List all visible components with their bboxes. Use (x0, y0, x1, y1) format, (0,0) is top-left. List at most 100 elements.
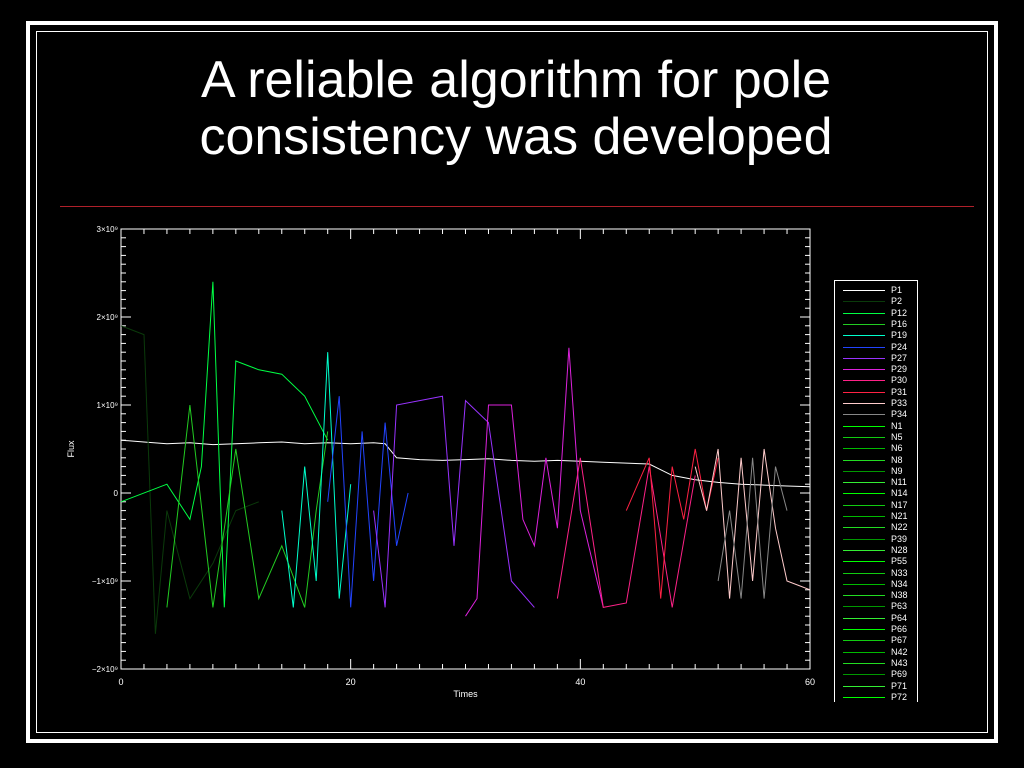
y-tick-label: 3×10⁹ (97, 225, 118, 234)
legend-label: P66 (891, 624, 908, 634)
legend-swatch (843, 617, 885, 619)
legend-item: N38 (841, 590, 917, 601)
legend-swatch (843, 335, 885, 337)
legend-swatch (843, 346, 885, 348)
series-line-p27 (373, 395, 535, 608)
legend-label: N9 (891, 465, 903, 476)
legend-swatch (843, 391, 885, 393)
legend-item: N33 (841, 568, 917, 579)
legend-item: P29 (841, 364, 917, 375)
y-axis-label: Flux (66, 440, 76, 458)
legend-item: P16 (841, 319, 917, 330)
legend-item: N14 (841, 488, 917, 499)
legend-swatch (843, 493, 885, 495)
legend-item: N1 (841, 421, 917, 432)
legend-swatch (843, 414, 885, 416)
legend-label: P63 (891, 601, 908, 612)
legend-swatch (843, 459, 885, 461)
legend-swatch (843, 470, 885, 472)
x-tick-label: 0 (118, 677, 123, 687)
legend-label: N38 (891, 590, 908, 601)
legend-swatch (843, 538, 885, 540)
legend-swatch (843, 403, 885, 404)
slide-frame-outer (26, 21, 998, 743)
legend-label: P12 (891, 307, 908, 318)
legend-label: P67 (891, 635, 908, 646)
legend-label: P64 (891, 612, 908, 623)
legend-label: N14 (891, 488, 908, 499)
legend-item: P72 (841, 692, 917, 702)
legend-swatch (843, 436, 885, 438)
legend-label: N33 (891, 567, 908, 578)
legend-item: N34 (841, 579, 917, 590)
legend-label: N8 (891, 454, 903, 465)
legend-label: P71 (891, 680, 908, 691)
legend-swatch (843, 380, 885, 382)
legend-label: P33 (891, 398, 908, 408)
legend-swatch (843, 527, 885, 529)
legend-item: N5 (841, 432, 917, 443)
legend-item: P30 (841, 375, 917, 386)
y-tick-label: −1×10⁹ (92, 577, 118, 586)
legend-item: N11 (841, 477, 917, 488)
legend-swatch (843, 516, 885, 517)
legend-item: P27 (841, 353, 917, 364)
x-tick-label: 40 (575, 677, 585, 687)
legend-item: N28 (841, 545, 917, 556)
legend-label: N21 (891, 511, 908, 521)
legend-swatch (843, 572, 885, 574)
legend-label: N17 (891, 499, 908, 510)
legend-item: N6 (841, 443, 917, 454)
legend-item: P39 (841, 534, 917, 545)
legend-item: N43 (841, 658, 917, 669)
legend-label: P72 (891, 691, 908, 702)
legend-label: P31 (891, 386, 908, 397)
series-line-p33 (694, 448, 811, 599)
legend-item: P63 (841, 601, 917, 612)
legend-swatch (843, 369, 885, 371)
legend-item: P67 (841, 635, 917, 646)
y-tick-label: 0 (114, 489, 119, 498)
legend-item: P12 (841, 308, 917, 319)
legend-swatch (843, 482, 885, 484)
legend-item: P34 (841, 409, 917, 420)
legend-swatch (843, 448, 885, 450)
chart-legend: P1 P2 P12 P16 P19 P24 P27 P29 P30 P31 P33 P34 N1 N5 N6… (834, 280, 918, 702)
legend-label: N34 (891, 578, 908, 589)
legend-swatch (843, 685, 885, 687)
series-line-p34 (717, 457, 788, 599)
slide-frame-inner (36, 31, 988, 733)
legend-item: P2 (841, 296, 917, 307)
legend-swatch (843, 696, 885, 698)
legend-label: P55 (891, 556, 908, 567)
title-divider (60, 206, 974, 207)
legend-item: N42 (841, 647, 917, 658)
legend-item: P24 (841, 342, 917, 353)
legend-swatch (843, 674, 885, 676)
legend-label: N5 (891, 431, 903, 442)
legend-label: P2 (891, 296, 903, 307)
legend-label: P34 (891, 409, 908, 420)
legend-item: N8 (841, 455, 917, 466)
legend-swatch (843, 629, 885, 630)
legend-label: N6 (891, 443, 903, 454)
legend-swatch (843, 504, 885, 506)
legend-item: P31 (841, 387, 917, 398)
legend-item: N17 (841, 500, 917, 511)
legend-label: P16 (891, 318, 908, 329)
legend-item: P1 (841, 285, 917, 296)
series-line-p12 (120, 281, 329, 608)
legend-label: P69 (891, 669, 908, 680)
legend-swatch (843, 606, 885, 608)
legend-label: P29 (891, 364, 908, 375)
legend-label: P1 (891, 285, 903, 295)
legend-swatch (843, 290, 885, 291)
legend-swatch (843, 651, 885, 653)
legend-label: P24 (891, 341, 908, 352)
series-line-p31 (625, 448, 719, 599)
legend-label: P27 (891, 352, 908, 363)
legend-swatch (843, 662, 885, 664)
legend-swatch (843, 583, 885, 585)
legend-item: P69 (841, 669, 917, 680)
